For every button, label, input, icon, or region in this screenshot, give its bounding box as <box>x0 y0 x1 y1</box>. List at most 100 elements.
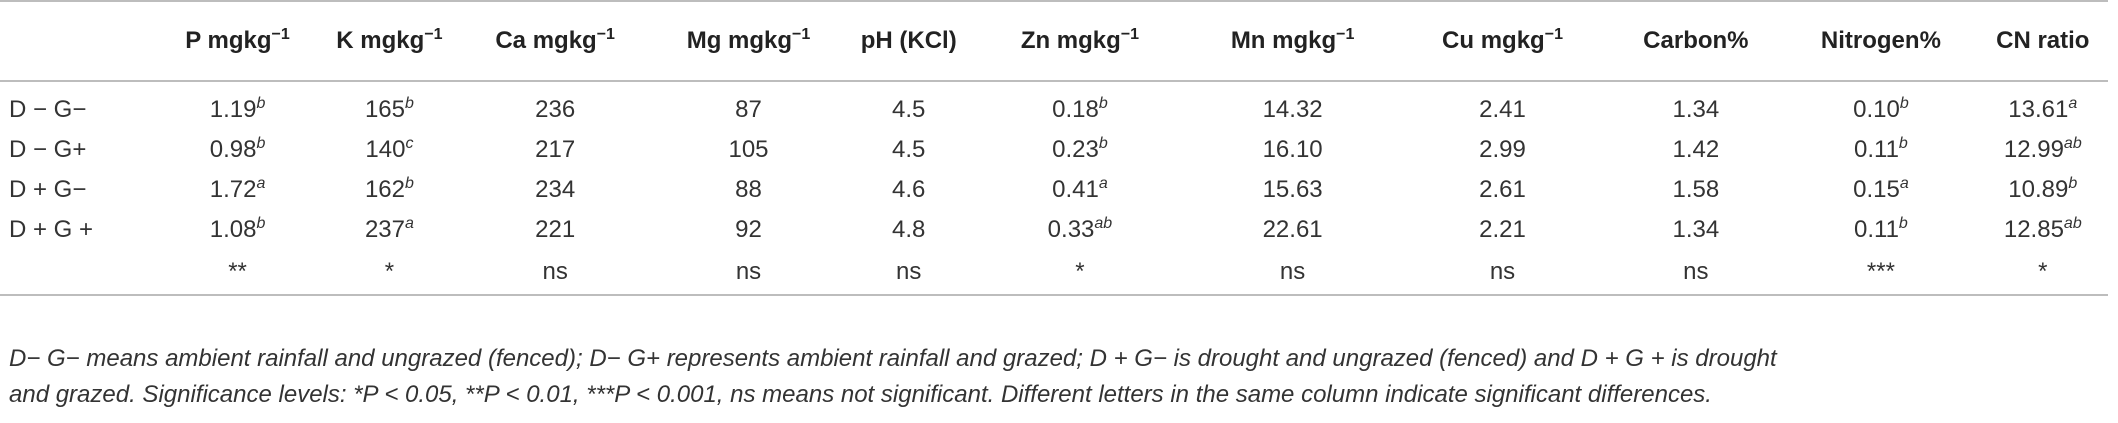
significance-cell: * <box>972 250 1188 296</box>
cell-value: 87 <box>735 96 762 123</box>
table-cell: 1.08b <box>155 210 321 250</box>
cell-value: 2.41 <box>1479 96 1526 123</box>
cell-significance-letter: b <box>405 95 414 112</box>
significance-row-label <box>0 250 155 296</box>
cell-significance-letter: b <box>1098 135 1108 152</box>
column-header: Mn mgkg−1 <box>1187 0 1398 82</box>
cell-significance-letter: b <box>256 95 266 112</box>
cell-value: 0.11 <box>1853 216 1899 243</box>
table-cell: 1.34 <box>1607 81 1784 130</box>
cell-value: 0.23 <box>1052 136 1099 163</box>
table-row: D − G− 1.19b 165b 236 87 4.5 0.18b 14.32 2.41 1.3… <box>0 81 2108 130</box>
column-header: Mg mgkg−1 <box>651 0 846 82</box>
column-header: pH (KCl) <box>845 0 973 82</box>
table-cell: 165b <box>320 81 458 130</box>
table-cell: 0.15a <box>1784 170 1977 210</box>
cell-value: 1.72 <box>209 176 257 203</box>
significance-cell: ** <box>154 250 321 296</box>
cell-value: 2.21 <box>1479 216 1526 243</box>
table-cell: 0.10b <box>1784 81 1977 130</box>
column-header: Nitrogen% <box>1784 0 1978 82</box>
cell-value: 234 <box>535 176 576 203</box>
cell-value: 1.34 <box>1672 96 1720 123</box>
table-cell: 0.11b <box>1784 130 1977 170</box>
cell-value: 0.33 <box>1047 216 1095 243</box>
column-header-label: P mgkg <box>185 27 272 54</box>
column-header-label: K mgkg <box>336 27 425 54</box>
column-header-unit-exponent: −1 <box>424 26 443 43</box>
cell-value: 13.61 <box>2008 96 2069 123</box>
cell-value: 1.19 <box>209 96 257 123</box>
table-cell: 4.5 <box>845 81 972 130</box>
cell-value: 88 <box>735 176 762 203</box>
table-cell: 87 <box>652 81 845 130</box>
table-cell: 234 <box>458 170 651 210</box>
column-header-label: Mg mgkg <box>686 27 793 54</box>
cell-value: 0.11 <box>1853 136 1899 163</box>
column-header-label: Mn mgkg <box>1230 27 1337 54</box>
column-header-label: Zn mgkg <box>1020 27 1121 54</box>
table-cell: 2.61 <box>1398 170 1608 210</box>
cell-value: 1.42 <box>1672 136 1720 163</box>
cell-value: 236 <box>535 96 576 123</box>
column-header: Carbon% <box>1607 0 1785 82</box>
cell-significance-letter: b <box>1898 215 1908 232</box>
column-header-label: Carbon% <box>1643 27 1749 54</box>
significance-cell: ns <box>458 250 652 296</box>
table-cell: 0.11b <box>1784 210 1977 250</box>
table-cell: 0.23b <box>972 130 1187 170</box>
cell-value: 165 <box>364 96 405 123</box>
table-row: D − G+ 0.98b 140c 217 105 4.5 0.23b 16.10 2.99 1.… <box>0 130 2108 170</box>
table-cell: 4.5 <box>845 130 972 170</box>
table-cell: 2.21 <box>1398 210 1608 250</box>
cell-significance-letter: a <box>1098 175 1108 192</box>
cell-significance-letter: b <box>256 215 266 232</box>
column-header: Ca mgkg−1 <box>458 0 652 82</box>
table-cell: 217 <box>458 130 651 170</box>
footnote-line-1: D− G− means ambient rainfall and ungraze… <box>9 345 1777 372</box>
row-label: D + G− <box>9 176 87 203</box>
table-cell: 16.10 <box>1188 130 1398 170</box>
significance-cell: ns <box>1397 250 1608 296</box>
cell-value: 162 <box>364 176 405 203</box>
cell-value: 12.85 <box>2003 216 2064 243</box>
cell-value: 140 <box>365 136 406 163</box>
table-cell: 0.33ab <box>972 210 1187 250</box>
significance-cell: * <box>320 250 459 296</box>
cell-significance-letter: b <box>405 175 414 192</box>
cell-significance-letter: ab <box>2063 135 2082 152</box>
cell-significance-letter: a <box>405 215 414 232</box>
cell-significance-letter: c <box>405 135 414 152</box>
header-row: P mgkg −1 K mgkg−1 Ca mgkg−1 Mg mgkg−1 pH (KC… <box>0 0 2108 82</box>
column-header: Cu mgkg−1 <box>1397 0 1608 82</box>
significance-row: ** * ns ns ns * ns ns ns *** * <box>0 250 2108 296</box>
column-header: K mgkg−1 <box>320 0 459 82</box>
cell-value: 221 <box>535 216 576 243</box>
cell-value: 1.08 <box>209 216 257 243</box>
column-header: CN ratio <box>1977 0 2108 82</box>
cell-value: 4.5 <box>892 136 926 163</box>
significance-cell: *** <box>1784 250 1978 296</box>
table-cell: 2.99 <box>1398 130 1608 170</box>
table-row: D + G +1.08b 237a 221 92 4.8 0.33ab 22.61 2.21 1… <box>0 210 2108 250</box>
cell-value: 2.99 <box>1479 136 1526 163</box>
table-cell: 14.32 <box>1188 81 1398 130</box>
table-body: D − G− 1.19b 165b 236 87 4.5 0.18b 14.32 2.41 1.3… <box>0 81 2108 296</box>
table-cell: 1.19b <box>155 81 321 130</box>
significance-cell: ns <box>1607 250 1785 296</box>
column-header-label: CN ratio <box>1996 27 2090 54</box>
table-cell: 0.98b <box>155 130 321 170</box>
cell-value: 237 <box>364 216 405 243</box>
table-cell: 22.61 <box>1188 210 1398 250</box>
column-header-label: Nitrogen% <box>1820 27 1941 54</box>
table-row: D + G− 1.72a 162b 234 88 4.6 0.41a 15.63 2.61 1.5… <box>0 170 2108 210</box>
significance-cell: * <box>1977 250 2108 296</box>
row-label: D − G+ <box>9 136 87 163</box>
cell-significance-letter: b <box>256 135 266 152</box>
row-label: D − G− <box>9 96 87 123</box>
table-cell: 4.8 <box>845 210 972 250</box>
cell-significance-letter: b <box>2068 175 2078 192</box>
cell-significance-letter: a <box>256 175 266 192</box>
cell-value: 0.10 <box>1853 96 1900 123</box>
